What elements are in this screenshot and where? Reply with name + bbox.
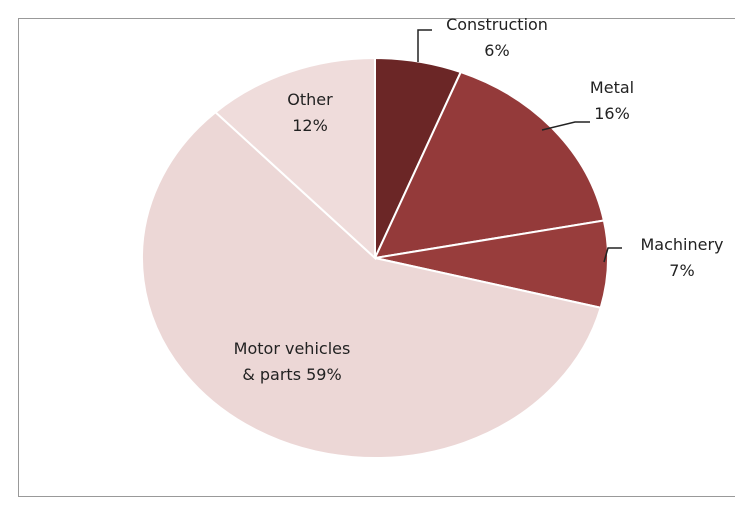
value-label: 7% — [669, 261, 695, 280]
slice-label: Motor vehicles & parts 59% — [227, 336, 357, 388]
leader-line — [417, 29, 432, 62]
category-label: Motor vehicles & parts — [233, 339, 351, 384]
pie-slice — [141, 110, 602, 459]
value-label: 16% — [594, 104, 630, 123]
category-label: Other — [287, 90, 333, 109]
value-label: 6% — [484, 41, 510, 60]
category-label: Machinery — [640, 235, 724, 254]
pie-slice — [213, 56, 376, 261]
slice-label: Construction 6% — [446, 12, 548, 64]
leader-line — [541, 121, 590, 131]
value-label: 59% — [306, 365, 342, 384]
value-label: 12% — [292, 116, 328, 135]
leader-line — [603, 247, 622, 263]
category-label: Construction — [446, 15, 548, 34]
pie-slice — [374, 219, 609, 309]
slice-label: Metal 16% — [590, 75, 634, 127]
slice-label: Machinery 7% — [640, 232, 723, 284]
slice-label: Other 12% — [287, 87, 332, 139]
pie-slice — [373, 70, 606, 260]
category-label: Metal — [589, 78, 635, 97]
